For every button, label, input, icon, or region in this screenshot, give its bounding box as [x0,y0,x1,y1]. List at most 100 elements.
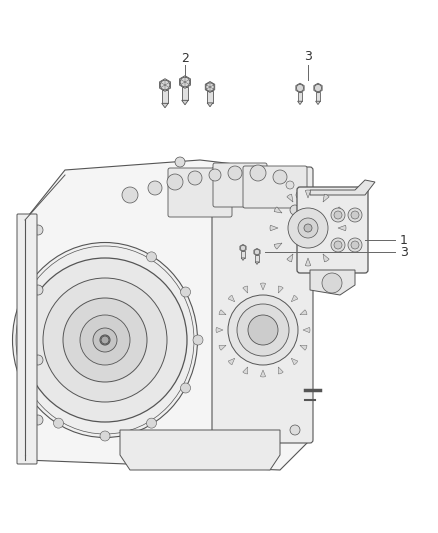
Polygon shape [207,103,213,107]
Bar [297,92,302,101]
Wedge shape [334,243,342,249]
Polygon shape [162,103,168,108]
Polygon shape [120,430,280,470]
Ellipse shape [100,335,110,345]
Circle shape [33,355,43,365]
Circle shape [273,170,287,184]
Circle shape [348,208,362,222]
Circle shape [334,241,342,249]
Circle shape [296,191,304,199]
Circle shape [290,425,300,435]
Ellipse shape [63,298,147,382]
FancyBboxPatch shape [213,163,267,207]
FancyBboxPatch shape [243,166,307,208]
Wedge shape [338,225,346,231]
Ellipse shape [248,315,278,345]
Polygon shape [240,245,246,252]
Polygon shape [310,180,375,195]
Polygon shape [180,76,191,88]
Ellipse shape [93,328,117,352]
Wedge shape [274,207,282,213]
Wedge shape [303,327,310,333]
Circle shape [180,77,190,87]
Wedge shape [278,286,283,293]
Circle shape [304,224,312,232]
Circle shape [175,157,185,167]
Wedge shape [300,345,307,350]
Circle shape [122,187,138,203]
Ellipse shape [80,315,130,365]
Wedge shape [243,367,248,374]
Circle shape [33,285,43,295]
Bar [182,87,188,100]
Bar [162,90,168,103]
Circle shape [188,171,202,185]
Circle shape [297,84,304,92]
Ellipse shape [16,246,194,434]
Ellipse shape [237,304,289,356]
Wedge shape [243,286,248,293]
Circle shape [334,211,342,219]
Bar [255,255,259,262]
Wedge shape [278,367,283,374]
Wedge shape [305,190,311,198]
Circle shape [322,273,342,293]
Circle shape [254,249,260,255]
Circle shape [331,208,345,222]
Polygon shape [254,248,260,256]
Wedge shape [334,207,342,213]
Wedge shape [274,243,282,249]
Circle shape [33,225,43,235]
Wedge shape [287,194,293,202]
Polygon shape [297,101,302,104]
Circle shape [146,418,156,428]
FancyBboxPatch shape [212,167,313,443]
Ellipse shape [13,243,198,438]
Circle shape [53,418,64,428]
Circle shape [193,335,203,345]
Polygon shape [205,82,215,92]
FancyBboxPatch shape [297,187,368,273]
Polygon shape [159,79,170,91]
Wedge shape [228,358,235,365]
FancyBboxPatch shape [17,214,37,464]
Wedge shape [287,254,293,262]
Wedge shape [323,254,329,262]
Wedge shape [291,358,298,365]
Circle shape [206,83,214,91]
Polygon shape [241,258,245,261]
Bar [241,251,245,258]
Circle shape [288,208,328,248]
Circle shape [180,383,191,393]
Polygon shape [314,83,322,93]
Text: 2: 2 [181,52,189,64]
Bar [207,91,213,103]
Circle shape [209,169,221,181]
Circle shape [228,166,242,180]
FancyBboxPatch shape [168,168,232,217]
Wedge shape [219,345,226,350]
Wedge shape [270,225,278,231]
Circle shape [101,336,109,344]
Wedge shape [216,327,223,333]
Polygon shape [310,270,355,295]
Circle shape [33,415,43,425]
Text: 1: 1 [400,233,408,246]
Circle shape [348,238,362,252]
Wedge shape [219,310,226,314]
Circle shape [146,252,156,262]
Circle shape [290,205,300,215]
Text: 3: 3 [304,51,312,63]
Ellipse shape [23,258,187,422]
Text: 3: 3 [400,246,408,259]
Bar [316,92,321,101]
Circle shape [250,165,266,181]
Wedge shape [260,370,265,377]
Circle shape [100,431,110,441]
Ellipse shape [228,295,298,365]
Circle shape [148,181,162,195]
Circle shape [314,84,321,92]
Polygon shape [25,160,310,470]
Circle shape [351,241,359,249]
Circle shape [286,181,294,189]
